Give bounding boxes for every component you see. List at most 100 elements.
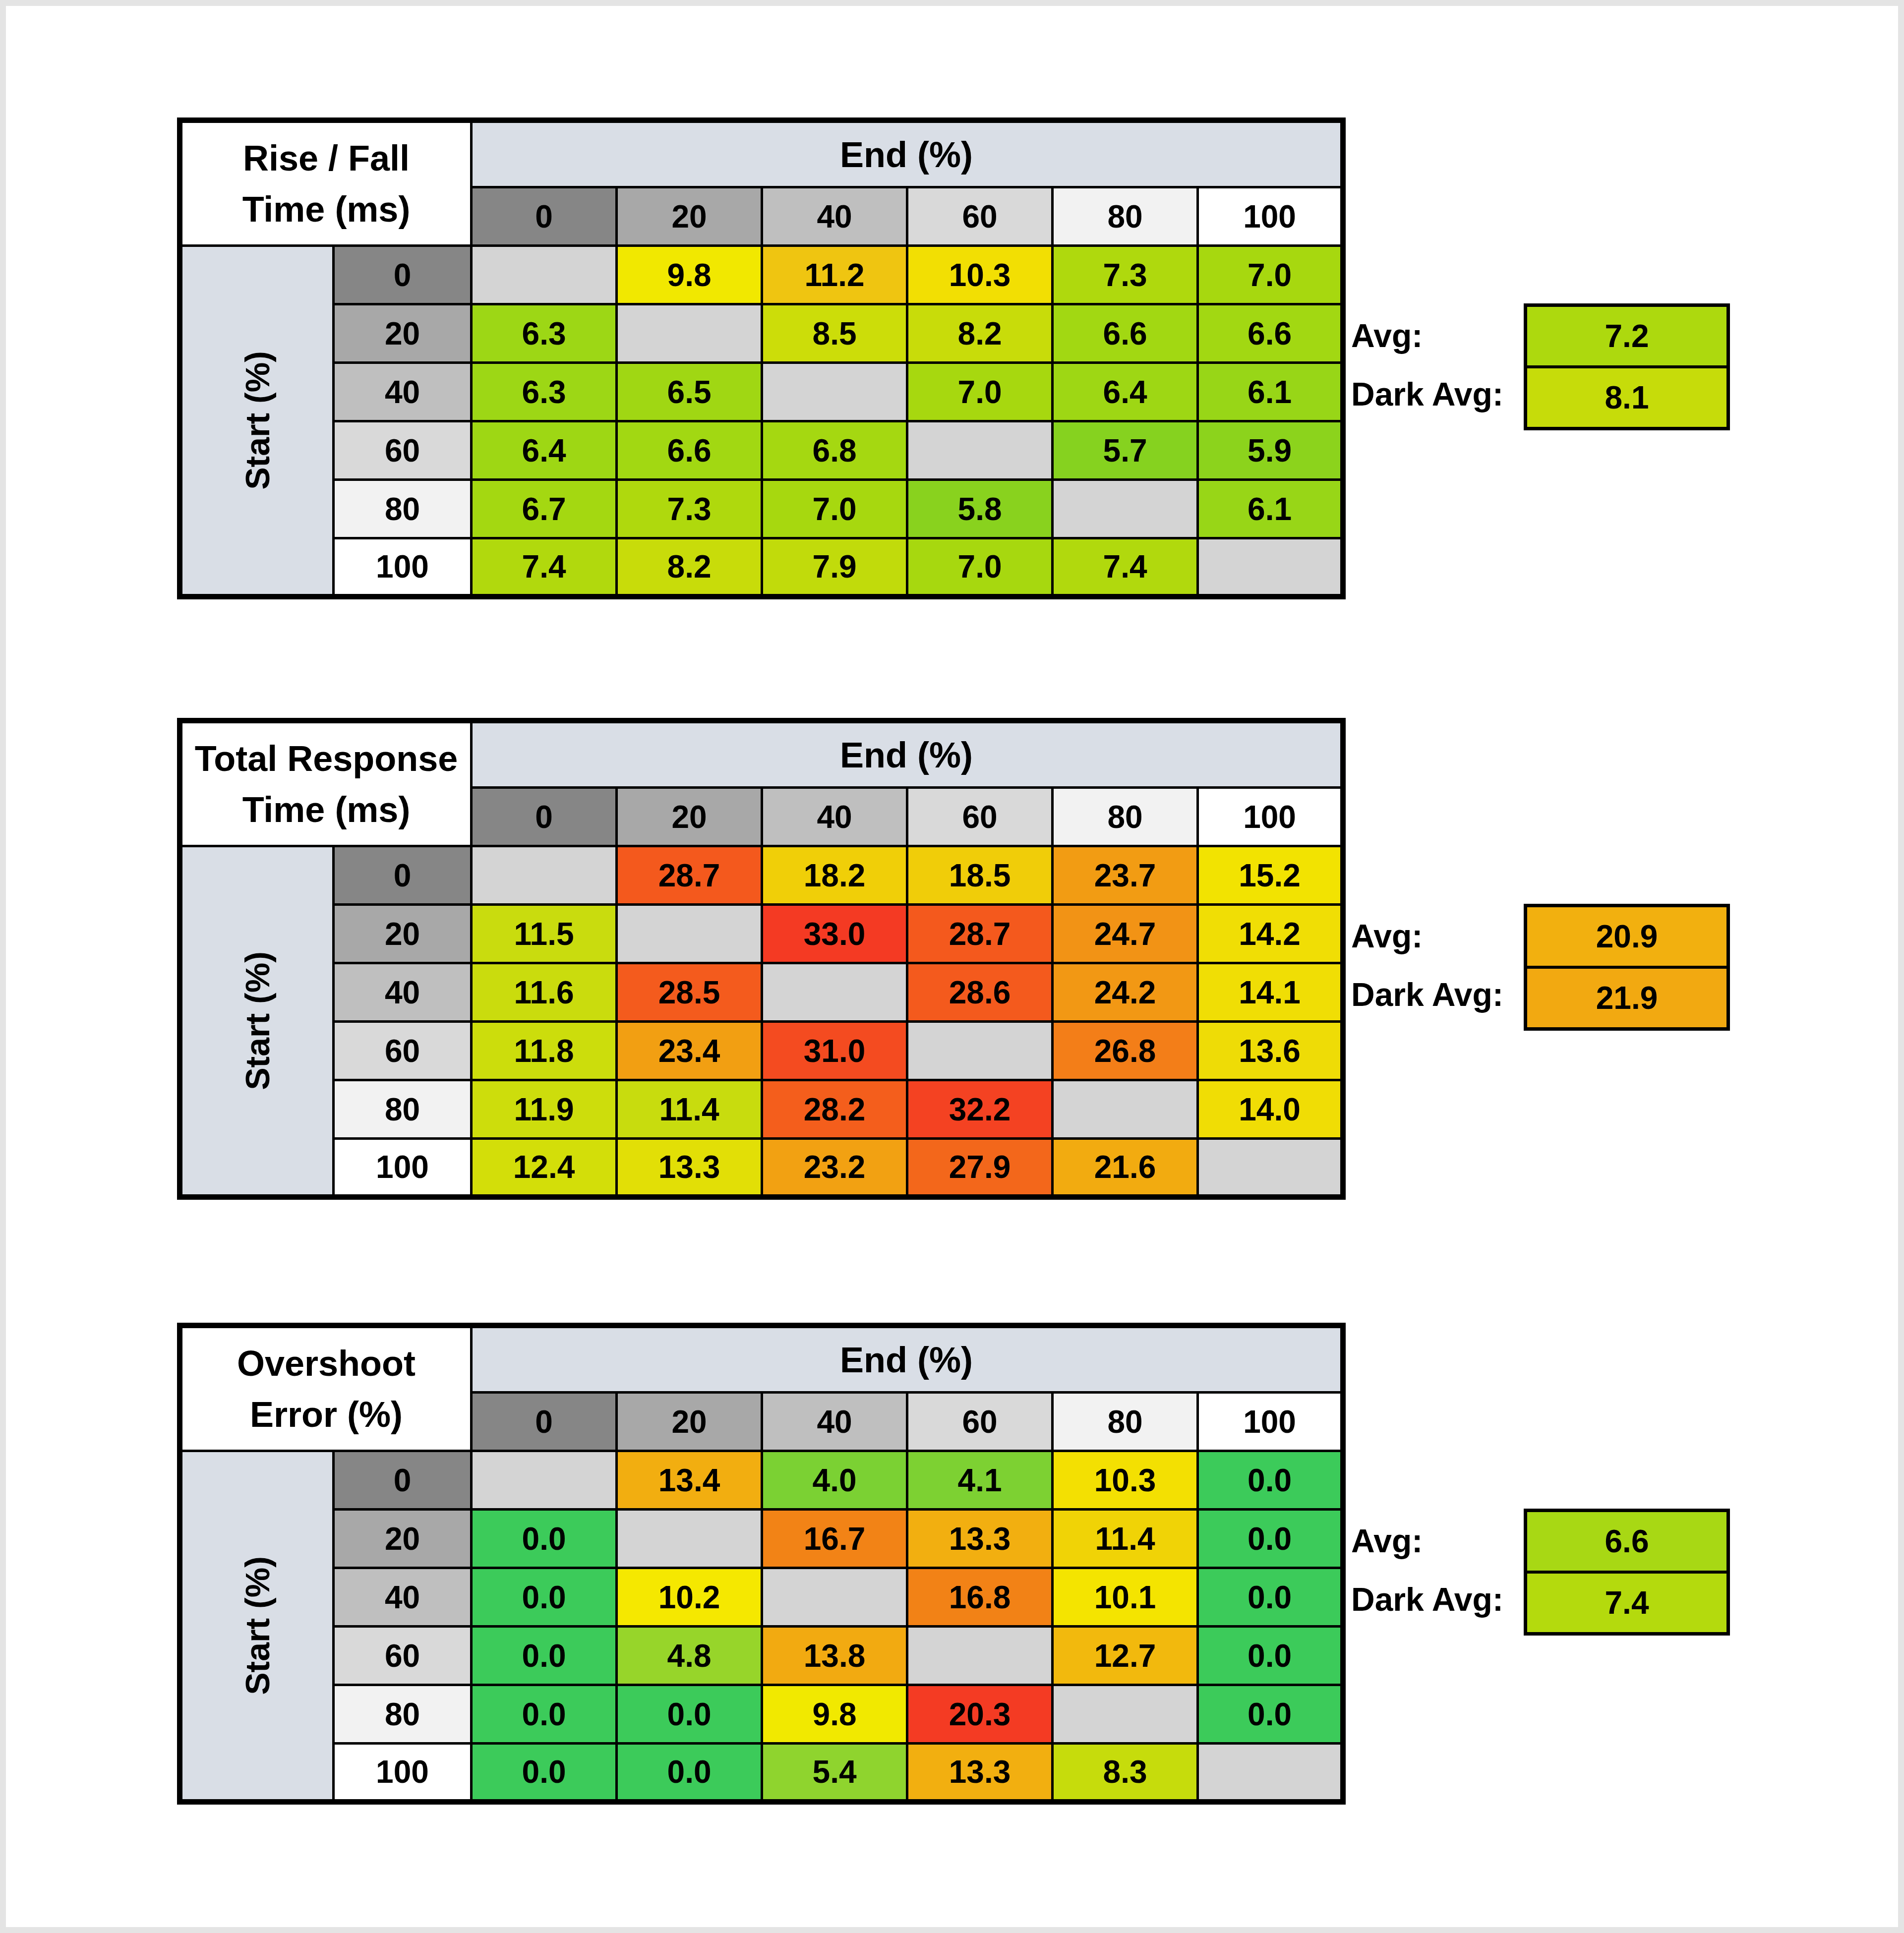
heatmap-cell: 7.0 — [762, 480, 907, 538]
heatmap-cell: 12.7 — [1053, 1627, 1198, 1685]
heatmap-cell: 7.4 — [472, 538, 617, 597]
dark-avg-value-box: 21.9 — [1527, 969, 1726, 1027]
heatmap-cell: 0.0 — [472, 1568, 617, 1627]
col-header-60: 60 — [907, 1393, 1053, 1451]
diagonal-cell — [1053, 1685, 1198, 1744]
row-header-40: 40 — [334, 963, 472, 1022]
heatmap-cell: 14.1 — [1198, 963, 1343, 1022]
table-title-line2: Time (ms) — [182, 784, 470, 835]
heatmap-cell: 13.8 — [762, 1627, 907, 1685]
row-header-80: 80 — [334, 480, 472, 538]
heatmap-cell: 0.0 — [472, 1685, 617, 1744]
heatmap-cell: 6.3 — [472, 363, 617, 421]
avg-value-box: 7.2 — [1527, 307, 1726, 368]
heatmap-cell: 11.4 — [617, 1080, 762, 1139]
heatmap-cell: 13.3 — [907, 1744, 1053, 1802]
diagonal-cell — [762, 963, 907, 1022]
heatmap-cell: 11.8 — [472, 1022, 617, 1080]
heatmap-cell: 6.1 — [1198, 480, 1343, 538]
heatmap-cell: 0.0 — [472, 1510, 617, 1568]
heatmap-cell: 4.1 — [907, 1451, 1053, 1510]
heatmap-cell: 11.4 — [1053, 1510, 1198, 1568]
heatmap-cell: 13.6 — [1198, 1022, 1343, 1080]
diagonal-cell — [907, 1022, 1053, 1080]
diagonal-cell — [472, 1451, 617, 1510]
row-header-40: 40 — [334, 1568, 472, 1627]
diagonal-cell — [472, 246, 617, 304]
heatmap-cell: 28.5 — [617, 963, 762, 1022]
row-header-60: 60 — [334, 421, 472, 480]
heatmap-cell: 5.8 — [907, 480, 1053, 538]
heatmap-cell: 16.7 — [762, 1510, 907, 1568]
heatmap-cell: 18.5 — [907, 846, 1053, 905]
table-title-line2: Time (ms) — [182, 184, 470, 234]
heatmap-cell: 7.0 — [1198, 246, 1343, 304]
heatmap-cell: 9.8 — [762, 1685, 907, 1744]
heatmap-cell: 9.8 — [617, 246, 762, 304]
row-axis-label: Start (%) — [180, 1451, 334, 1802]
dark-avg-value-box: 7.4 — [1527, 1574, 1726, 1632]
heatmap-cell: 6.7 — [472, 480, 617, 538]
col-header-40: 40 — [762, 1393, 907, 1451]
col-header-80: 80 — [1053, 1393, 1198, 1451]
heatmap-cell: 20.3 — [907, 1685, 1053, 1744]
row-header-80: 80 — [334, 1685, 472, 1744]
heatmap-cell: 8.2 — [617, 538, 762, 597]
diagonal-cell — [762, 363, 907, 421]
col-header-20: 20 — [617, 187, 762, 246]
table-title-line1: Rise / Fall — [182, 133, 470, 183]
col-header-20: 20 — [617, 1393, 762, 1451]
heatmap-cell: 10.3 — [907, 246, 1053, 304]
heatmap-cell: 28.2 — [762, 1080, 907, 1139]
heatmap-cell: 7.0 — [907, 538, 1053, 597]
heatmap-cell: 7.9 — [762, 538, 907, 597]
diagonal-cell — [617, 1510, 762, 1568]
heatmap-cell: 21.6 — [1053, 1139, 1198, 1197]
col-header-80: 80 — [1053, 187, 1198, 246]
row-header-20: 20 — [334, 304, 472, 363]
heatmap-cell: 28.6 — [907, 963, 1053, 1022]
avg-summary-boxes: 6.6 7.4 — [1524, 1509, 1730, 1636]
col-header-60: 60 — [907, 788, 1053, 846]
heatmap-cell: 6.6 — [1198, 304, 1343, 363]
diagonal-cell — [907, 421, 1053, 480]
row-header-40: 40 — [334, 363, 472, 421]
heatmap-cell: 23.7 — [1053, 846, 1198, 905]
heatmap-cell: 4.0 — [762, 1451, 907, 1510]
diagonal-cell — [907, 1627, 1053, 1685]
heatmap-cell: 0.0 — [1198, 1451, 1343, 1510]
heatmap-cell: 6.6 — [1053, 304, 1198, 363]
heatmap-cell: 28.7 — [617, 846, 762, 905]
row-header-0: 0 — [334, 246, 472, 304]
heatmap-cell: 32.2 — [907, 1080, 1053, 1139]
table-title-line1: Overshoot — [182, 1338, 470, 1389]
col-axis-label: End (%) — [472, 1326, 1343, 1393]
heatmap-cell: 8.2 — [907, 304, 1053, 363]
heatmap-cell: 7.4 — [1053, 538, 1198, 597]
heatmap-cell: 6.3 — [472, 304, 617, 363]
heatmap-cell: 8.3 — [1053, 1744, 1198, 1802]
heatmap-cell: 24.2 — [1053, 963, 1198, 1022]
avg-value-box: 20.9 — [1527, 907, 1726, 969]
heatmap-cell: 6.1 — [1198, 363, 1343, 421]
diagonal-cell — [1198, 1744, 1343, 1802]
heatmap-cell: 18.2 — [762, 846, 907, 905]
heatmap-cell: 10.2 — [617, 1568, 762, 1627]
col-header-100: 100 — [1198, 187, 1343, 246]
total-response-heatmap-table: Total Response Time (ms) End (%) 0204060… — [177, 718, 1346, 1200]
heatmap-cell: 4.8 — [617, 1627, 762, 1685]
heatmap-cell: 0.0 — [1198, 1685, 1343, 1744]
row-axis-label: Start (%) — [180, 846, 334, 1197]
heatmap-cell: 6.5 — [617, 363, 762, 421]
diagonal-cell — [762, 1568, 907, 1627]
heatmap-cell: 6.4 — [472, 421, 617, 480]
heatmap-cell: 11.5 — [472, 905, 617, 963]
col-axis-label: End (%) — [472, 120, 1343, 187]
table-title: Overshoot Error (%) — [180, 1326, 472, 1451]
row-header-80: 80 — [334, 1080, 472, 1139]
col-header-80: 80 — [1053, 788, 1198, 846]
heatmap-cell: 5.7 — [1053, 421, 1198, 480]
row-header-0: 0 — [334, 846, 472, 905]
heatmap-cell: 6.6 — [617, 421, 762, 480]
heatmap-cell: 16.8 — [907, 1568, 1053, 1627]
